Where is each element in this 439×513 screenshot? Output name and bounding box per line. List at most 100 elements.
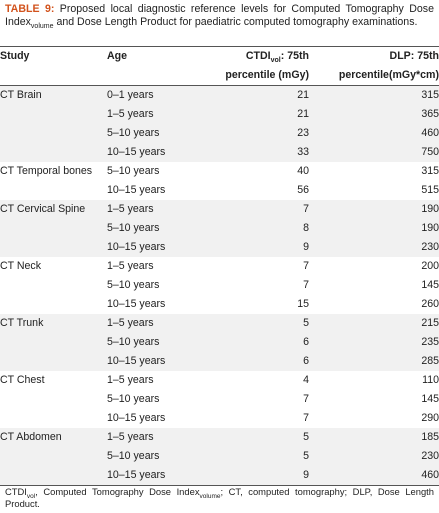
ctdi-cell: 5 — [206, 428, 309, 447]
ctdi-cell: 15 — [297, 298, 309, 310]
ctdi-cell: 8 — [206, 219, 309, 238]
header-ctdi-sub: vol — [270, 57, 281, 65]
ctdi-cell: 21 — [206, 85, 309, 105]
table-row: CT Brain 0–1 years 21 315 — [0, 85, 439, 105]
header-dlp: DLP: 75th percentile(mGy*cm) — [309, 47, 439, 86]
dlp-cell: 460 — [309, 466, 439, 486]
dlp-cell: 185 — [309, 428, 439, 447]
study-cell — [0, 276, 107, 295]
header-ctdi-a: CTDI — [245, 50, 271, 62]
dlp-cell: 190 — [309, 200, 439, 219]
ctdi-cell: 6 — [206, 333, 309, 352]
study-cell — [0, 295, 107, 314]
study-cell: CT Neck — [0, 260, 42, 272]
age-cell: 1–5 years — [107, 105, 206, 124]
header-ctdi-b: : 75th — [280, 50, 309, 62]
study-group: CT Brain 0–1 years 21 315 1–5 years 21 365 5–10… — [0, 85, 439, 162]
age-cell: 5–10 years — [107, 333, 206, 352]
dlp-cell: 145 — [421, 393, 439, 405]
age-cell: 1–5 years — [107, 260, 154, 272]
study-cell: CT Abdomen — [0, 428, 107, 447]
footnote-text-1: CTDI — [5, 486, 27, 497]
header-dlp-a: DLP: 75th — [389, 50, 439, 62]
header-ctdi-c: percentile (mGy) — [225, 69, 309, 81]
age-cell: 5–10 years — [107, 124, 206, 143]
ctdi-cell: 9 — [206, 466, 309, 486]
table-row: CT Abdomen 1–5 years 5 185 — [0, 428, 439, 447]
table-footnote: CTDIvol, Computed Tomography Dose Indexv… — [5, 486, 434, 510]
table-row: CT Temporal bones 5–10 years 40 315 — [0, 162, 439, 181]
age-cell: 10–15 years — [107, 352, 206, 371]
age-cell: 10–15 years — [107, 143, 206, 162]
study-cell — [0, 219, 107, 238]
table-row: 10–15 years 9 460 — [0, 466, 439, 486]
header-study: Study — [0, 50, 30, 62]
study-cell — [0, 238, 107, 257]
ctdi-cell: 6 — [206, 352, 309, 371]
ctdi-cell: 40 — [297, 165, 309, 177]
study-group: CT Cervical Spine 1–5 years 7 190 5–10 years… — [0, 200, 439, 257]
age-cell: 10–15 years — [107, 184, 166, 196]
age-cell: 0–1 years — [107, 85, 206, 105]
header-ctdi: CTDIvol: 75th percentile (mGy) — [206, 47, 309, 86]
ctdi-cell: 9 — [206, 238, 309, 257]
ctdi-cell: 7 — [303, 260, 309, 272]
study-cell — [0, 143, 107, 162]
header-row: Study Age CTDIvol: 75th percentile (mGy)… — [0, 46, 439, 86]
age-cell: 5–10 years — [107, 393, 160, 405]
table-label: TABLE 9: — [5, 3, 55, 15]
dlp-cell: 230 — [309, 447, 439, 466]
table-row: 10–15 years 15 260 — [0, 295, 439, 314]
study-cell — [0, 333, 107, 352]
dlp-cell: 215 — [309, 314, 439, 333]
study-cell: CT Cervical Spine — [0, 200, 107, 219]
study-cell — [0, 390, 107, 409]
age-cell: 5–10 years — [107, 165, 160, 177]
age-cell: 10–15 years — [107, 298, 166, 310]
footnote-sub-2: volume — [199, 492, 221, 500]
ctdi-cell: 56 — [297, 184, 309, 196]
study-cell — [0, 181, 107, 200]
age-cell: 1–5 years — [107, 200, 206, 219]
table-row: CT Chest 1–5 years 4 110 — [0, 371, 439, 390]
study-cell: CT Trunk — [0, 314, 107, 333]
dose-reference-table: Study Age CTDIvol: 75th percentile (mGy)… — [0, 46, 439, 486]
dlp-cell: 460 — [309, 124, 439, 143]
dlp-cell: 110 — [422, 374, 439, 386]
study-cell: CT Temporal bones — [0, 165, 93, 177]
caption-text-2: and Dose Length Product for paediatric c… — [53, 16, 418, 28]
study-cell — [0, 352, 107, 371]
table-row: 10–15 years 6 285 — [0, 352, 439, 371]
table-row: CT Cervical Spine 1–5 years 7 190 — [0, 200, 439, 219]
dlp-cell: 365 — [309, 105, 439, 124]
ctdi-cell: 7 — [303, 412, 309, 424]
table-row: 10–15 years 33 750 — [0, 143, 439, 162]
table-row: 1–5 years 21 365 — [0, 105, 439, 124]
age-cell: 1–5 years — [107, 374, 154, 386]
table-row: 5–10 years 5 230 — [0, 447, 439, 466]
dlp-cell: 290 — [421, 412, 439, 424]
age-cell: 10–15 years — [107, 466, 206, 486]
age-cell: 5–10 years — [107, 279, 160, 291]
table-caption: TABLE 9: Proposed local diagnostic refer… — [5, 3, 434, 30]
dlp-cell: 235 — [309, 333, 439, 352]
table-row: 5–10 years 23 460 — [0, 124, 439, 143]
ctdi-cell: 7 — [303, 279, 309, 291]
header-age: Age — [107, 50, 128, 62]
study-group: CT Temporal bones 5–10 years 40 315 10–15 ye… — [0, 162, 439, 200]
dlp-cell: 285 — [309, 352, 439, 371]
table-row: CT Neck 1–5 years 7 200 — [0, 257, 439, 276]
study-cell: CT Brain — [0, 85, 107, 105]
study-group: CT Chest 1–5 years 4 110 5–10 years 7 145 10–15… — [0, 371, 439, 428]
age-cell: 10–15 years — [107, 238, 206, 257]
header-dlp-b: percentile(mGy*cm) — [338, 69, 439, 81]
study-cell — [0, 124, 107, 143]
ctdi-cell: 23 — [206, 124, 309, 143]
footnote-text-3: ; CT, computed tomography; DLP, Dose Len… — [5, 486, 434, 509]
ctdi-cell: 21 — [206, 105, 309, 124]
study-cell — [0, 105, 107, 124]
study-group: CT Abdomen 1–5 years 5 185 5–10 years 5 230 10–… — [0, 428, 439, 486]
dlp-cell: 200 — [421, 260, 439, 272]
dlp-cell: 145 — [421, 279, 439, 291]
